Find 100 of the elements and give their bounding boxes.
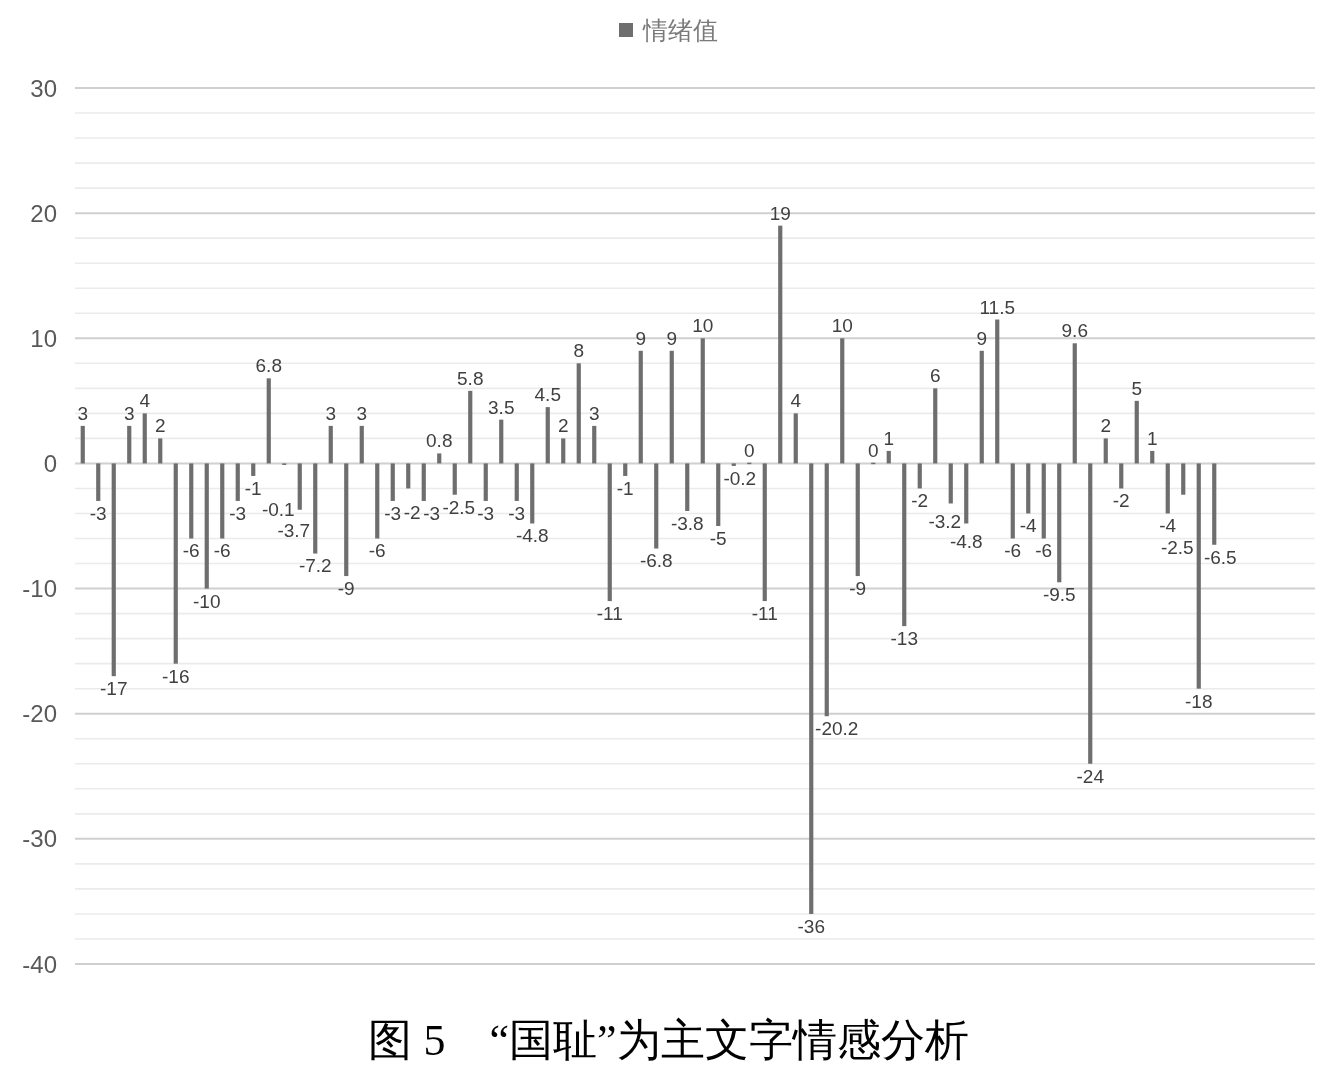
bar bbox=[483, 463, 488, 501]
bar bbox=[530, 463, 535, 524]
data-label: -9 bbox=[337, 578, 355, 600]
bar bbox=[886, 450, 891, 464]
bar bbox=[778, 225, 783, 464]
bar bbox=[545, 407, 550, 464]
legend: 情绪值 bbox=[619, 16, 718, 44]
data-label: -2 bbox=[911, 490, 929, 512]
data-label: 4 bbox=[139, 390, 151, 412]
data-label: 3 bbox=[77, 402, 89, 424]
bar bbox=[1165, 463, 1170, 514]
y-tick-label: -20 bbox=[22, 700, 57, 728]
data-label: 4.5 bbox=[534, 384, 561, 406]
bar bbox=[1119, 463, 1124, 489]
data-label: 2 bbox=[1100, 415, 1112, 437]
data-label: 11.5 bbox=[979, 296, 1016, 318]
bar bbox=[1181, 463, 1186, 495]
data-label: 0 bbox=[743, 439, 755, 461]
data-label: -3 bbox=[423, 502, 441, 524]
bar bbox=[964, 463, 969, 524]
data-label: -3.2 bbox=[928, 511, 962, 533]
y-tick-label: -40 bbox=[22, 950, 57, 978]
bar bbox=[793, 413, 798, 464]
bar bbox=[235, 463, 240, 501]
data-label: -3.8 bbox=[670, 512, 704, 534]
bar bbox=[158, 438, 163, 464]
bar bbox=[700, 338, 705, 464]
bar bbox=[1057, 463, 1062, 583]
data-label: -6 bbox=[368, 540, 386, 562]
data-label: 2 bbox=[154, 415, 166, 437]
data-label: -4 bbox=[1019, 515, 1038, 537]
bar bbox=[173, 463, 178, 664]
bar bbox=[840, 338, 845, 464]
data-label: -2 bbox=[403, 502, 421, 524]
data-label: -3 bbox=[229, 502, 247, 524]
bar bbox=[731, 463, 736, 466]
bar bbox=[142, 413, 147, 464]
data-label: -24 bbox=[1076, 765, 1105, 787]
data-label: -3.7 bbox=[277, 519, 311, 541]
data-label: -0.1 bbox=[261, 498, 295, 520]
bar bbox=[979, 350, 984, 464]
data-label: 3 bbox=[588, 402, 600, 424]
data-label: -11 bbox=[596, 603, 623, 625]
data-label: -2.5 bbox=[442, 496, 476, 518]
bar bbox=[297, 463, 302, 510]
bar bbox=[592, 425, 597, 464]
bar bbox=[902, 463, 907, 627]
bar bbox=[762, 463, 767, 602]
data-label: 3 bbox=[356, 402, 368, 424]
data-label: 0.8 bbox=[426, 430, 453, 452]
y-tick-label: 30 bbox=[30, 74, 57, 102]
data-label: -9 bbox=[849, 578, 867, 600]
data-label: -9.5 bbox=[1042, 584, 1076, 606]
bar bbox=[344, 463, 349, 577]
data-label: -2.5 bbox=[1160, 536, 1194, 558]
data-label: 9.6 bbox=[1061, 320, 1088, 342]
bar bbox=[809, 463, 814, 914]
data-label: 9 bbox=[666, 327, 678, 349]
bar bbox=[995, 319, 1000, 464]
y-tick-label: -30 bbox=[22, 825, 57, 853]
data-label: -3 bbox=[89, 502, 107, 524]
data-label: -6.5 bbox=[1203, 546, 1237, 568]
bar bbox=[452, 463, 457, 495]
bar bbox=[917, 463, 922, 489]
data-label: 6 bbox=[929, 365, 941, 387]
data-label: -3 bbox=[508, 502, 526, 524]
data-label: 2 bbox=[557, 415, 569, 437]
y-tick-label: 0 bbox=[43, 449, 57, 477]
bar bbox=[313, 463, 318, 554]
y-tick-label: 10 bbox=[30, 324, 57, 352]
data-label: 9 bbox=[635, 327, 647, 349]
bar bbox=[499, 419, 504, 464]
bar bbox=[623, 463, 628, 476]
data-label: -1 bbox=[616, 477, 634, 499]
data-label: 4 bbox=[790, 390, 802, 412]
bar bbox=[514, 463, 519, 501]
data-label: 5 bbox=[1131, 377, 1143, 399]
data-label: -6 bbox=[182, 540, 200, 562]
bar bbox=[716, 463, 721, 526]
bar bbox=[359, 425, 364, 464]
bar bbox=[421, 463, 426, 501]
bar bbox=[1010, 463, 1015, 539]
data-label: 10 bbox=[831, 315, 853, 337]
data-label: -20.2 bbox=[815, 718, 859, 740]
bar bbox=[933, 388, 938, 464]
data-label: -4 bbox=[1159, 515, 1177, 537]
bar bbox=[406, 463, 411, 489]
bar bbox=[390, 463, 395, 501]
data-label: 0 bbox=[867, 439, 879, 461]
data-label: -7.2 bbox=[298, 555, 332, 577]
data-label: 3.5 bbox=[488, 396, 515, 418]
bar bbox=[220, 463, 225, 539]
y-tick-label: 20 bbox=[30, 199, 57, 227]
bar bbox=[1041, 463, 1046, 539]
data-label: -3 bbox=[477, 502, 495, 524]
bar bbox=[855, 463, 860, 577]
bar bbox=[1088, 463, 1093, 764]
data-label: 1 bbox=[1146, 427, 1158, 449]
data-label: -0.2 bbox=[723, 467, 757, 489]
data-label: -36 bbox=[797, 915, 825, 937]
